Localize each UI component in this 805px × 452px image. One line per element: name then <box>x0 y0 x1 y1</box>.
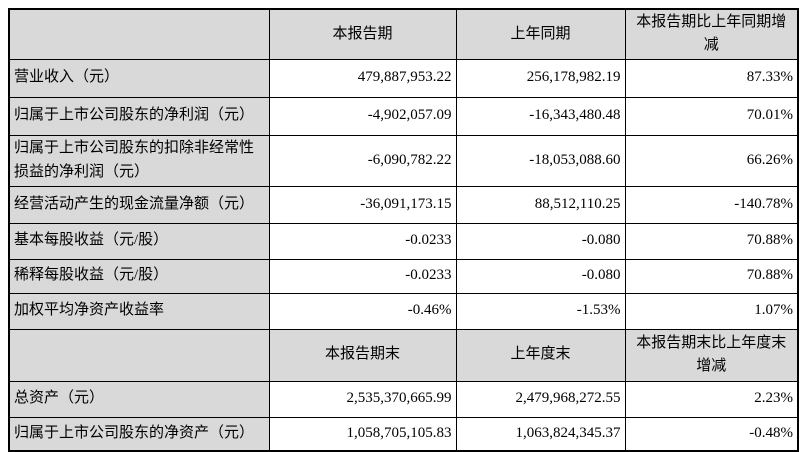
value-current-period: -4,902,057.09 <box>268 96 457 136</box>
column-header-prior-year-end: 上年度末 <box>455 328 626 382</box>
value-change: 1.07% <box>624 292 799 330</box>
value-current-period: -0.0233 <box>268 222 457 260</box>
header-empty-cell <box>8 8 270 60</box>
table-header-row-period-end: 本报告期末 上年度末 本报告期末比上年度末增减 <box>8 328 799 382</box>
table-row-net-profit-excl-nonrecurring: 归属于上市公司股东的扣除非经常性损益的净利润（元） -6,090,782.22 … <box>8 134 799 187</box>
value-change: 70.88% <box>624 258 799 294</box>
row-label: 归属于上市公司股东的净资产（元） <box>8 416 270 452</box>
table-row-operating-cash-flow: 经营活动产生的现金流量净额（元） -36,091,173.15 88,512,1… <box>8 185 799 224</box>
value-prior-period: 2,479,968,272.55 <box>455 380 626 418</box>
value-prior-period: -16,343,480.48 <box>455 96 626 136</box>
financial-summary-table: 本报告期 上年同期 本报告期比上年同期增减 营业收入（元） 479,887,95… <box>8 8 799 452</box>
column-header-current-period-end: 本报告期末 <box>268 328 457 382</box>
row-label: 总资产（元） <box>8 380 270 418</box>
table-header-row-period: 本报告期 上年同期 本报告期比上年同期增减 <box>8 8 799 60</box>
value-prior-period: -18,053,088.60 <box>455 134 626 187</box>
value-current-period: 2,535,370,665.99 <box>268 380 457 418</box>
row-label: 基本每股收益（元/股） <box>8 222 270 260</box>
value-prior-period: 256,178,982.19 <box>455 58 626 98</box>
row-label: 营业收入（元） <box>8 58 270 98</box>
value-current-period: -36,091,173.15 <box>268 185 457 224</box>
row-label: 归属于上市公司股东的扣除非经常性损益的净利润（元） <box>8 134 270 187</box>
value-change: 2.23% <box>624 380 799 418</box>
row-label: 加权平均净资产收益率 <box>8 292 270 330</box>
value-change: 87.33% <box>624 58 799 98</box>
column-header-period-change: 本报告期比上年同期增减 <box>624 8 799 60</box>
table-row-weighted-avg-roe: 加权平均净资产收益率 -0.46% -1.53% 1.07% <box>8 292 799 330</box>
row-label: 稀释每股收益（元/股） <box>8 258 270 294</box>
value-prior-period: 88,512,110.25 <box>455 185 626 224</box>
table-row-diluted-eps: 稀释每股收益（元/股） -0.0233 -0.080 70.88% <box>8 258 799 294</box>
table-row-net-assets: 归属于上市公司股东的净资产（元） 1,058,705,105.83 1,063,… <box>8 416 799 452</box>
header-empty-cell <box>8 328 270 382</box>
value-prior-period: -0.080 <box>455 258 626 294</box>
value-change: 70.88% <box>624 222 799 260</box>
table-row-net-profit: 归属于上市公司股东的净利润（元） -4,902,057.09 -16,343,4… <box>8 96 799 136</box>
value-change: 66.26% <box>624 134 799 187</box>
row-label: 经营活动产生的现金流量净额（元） <box>8 185 270 224</box>
value-prior-period: 1,063,824,345.37 <box>455 416 626 452</box>
value-current-period: -0.0233 <box>268 258 457 294</box>
value-current-period: 479,887,953.22 <box>268 58 457 98</box>
row-label: 归属于上市公司股东的净利润（元） <box>8 96 270 136</box>
table-row-basic-eps: 基本每股收益（元/股） -0.0233 -0.080 70.88% <box>8 222 799 260</box>
column-header-period-end-change: 本报告期末比上年度末增减 <box>624 328 799 382</box>
value-change: -0.48% <box>624 416 799 452</box>
column-header-current-period: 本报告期 <box>268 8 457 60</box>
value-current-period: -6,090,782.22 <box>268 134 457 187</box>
value-prior-period: -0.080 <box>455 222 626 260</box>
column-header-prior-period: 上年同期 <box>455 8 626 60</box>
value-current-period: 1,058,705,105.83 <box>268 416 457 452</box>
table-row-total-assets: 总资产（元） 2,535,370,665.99 2,479,968,272.55… <box>8 380 799 418</box>
value-change: 70.01% <box>624 96 799 136</box>
value-prior-period: -1.53% <box>455 292 626 330</box>
value-current-period: -0.46% <box>268 292 457 330</box>
value-change: -140.78% <box>624 185 799 224</box>
table-row-operating-revenue: 营业收入（元） 479,887,953.22 256,178,982.19 87… <box>8 58 799 98</box>
